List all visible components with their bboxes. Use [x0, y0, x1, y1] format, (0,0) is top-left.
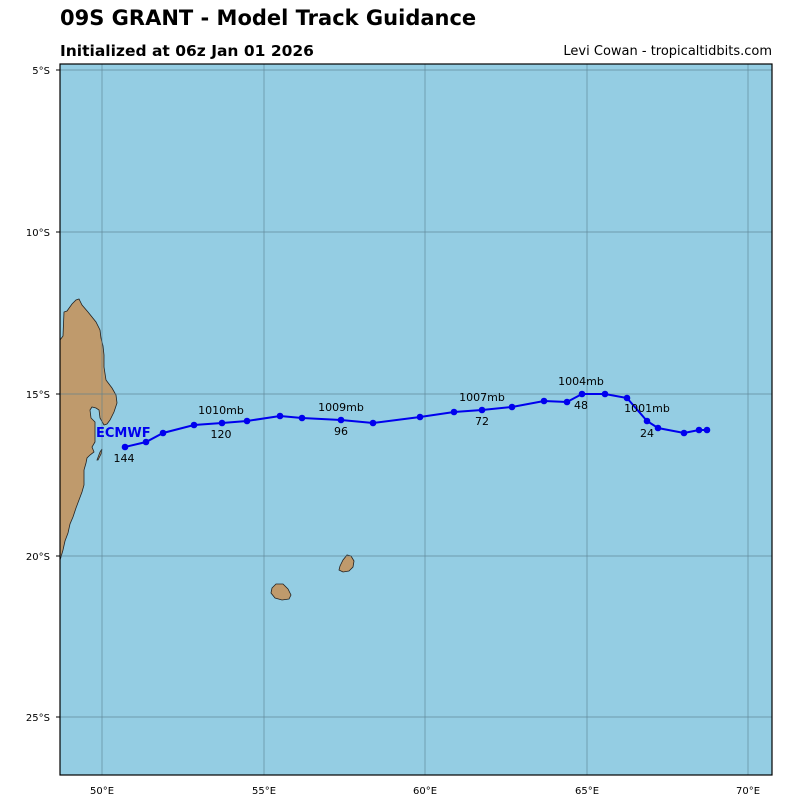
lon-tick-label: 50°E	[90, 786, 114, 797]
mauritius-island	[338, 554, 355, 573]
plot-frame	[59, 63, 773, 776]
hour-label: 144	[114, 452, 135, 465]
reunion-island	[270, 583, 292, 601]
init-time-subtitle: Initialized at 06z Jan 01 2026	[60, 42, 314, 60]
ecmwf-track	[121, 390, 711, 451]
gridlines	[60, 64, 772, 775]
pressure-label: 1009mb	[318, 401, 364, 414]
lon-tick-label: 65°E	[575, 786, 599, 797]
lat-tick-label: 20°S	[26, 552, 50, 563]
pressure-label: 1004mb	[558, 375, 604, 388]
pressure-label: 1001mb	[624, 402, 670, 415]
madagascar-land	[60, 298, 118, 561]
lat-tick-label: 5°S	[32, 66, 50, 77]
small-island	[96, 448, 103, 461]
pressure-label: 1007mb	[459, 391, 505, 404]
chart-title: 09S GRANT - Model Track Guidance	[60, 6, 477, 30]
hour-label: 48	[574, 399, 588, 412]
lat-tick-label: 15°S	[26, 390, 50, 401]
lat-tick-label: 25°S	[26, 713, 50, 724]
lat-axis	[56, 69, 60, 718]
hour-label: 24	[640, 427, 654, 440]
credit-text: Levi Cowan - tropicaltidbits.com	[563, 44, 772, 59]
lon-tick-label: 55°E	[252, 786, 276, 797]
ocean	[60, 64, 772, 775]
hour-label: 72	[475, 415, 489, 428]
model-label-ecmwf: ECMWF	[96, 426, 151, 441]
lon-tick-label: 60°E	[413, 786, 437, 797]
pressure-label: 1010mb	[198, 404, 244, 417]
lat-tick-label: 10°S	[26, 228, 50, 239]
lon-tick-label: 70°E	[736, 786, 760, 797]
hour-label: 96	[334, 425, 348, 438]
hour-label: 120	[211, 428, 232, 441]
